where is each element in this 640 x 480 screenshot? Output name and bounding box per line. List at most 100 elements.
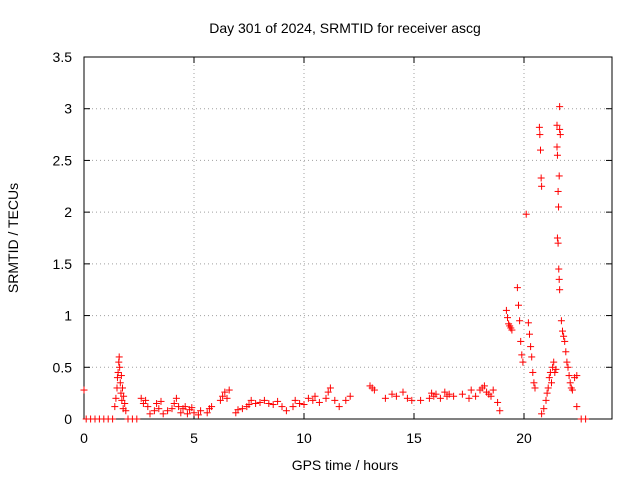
data-point — [155, 405, 163, 413]
y-tick-label: 1 — [64, 308, 72, 324]
data-point — [117, 372, 125, 380]
data-point — [150, 407, 158, 415]
data-point — [234, 406, 242, 414]
data-point — [582, 415, 590, 423]
data-point — [504, 314, 511, 322]
data-point — [536, 131, 544, 139]
data-point — [555, 172, 563, 180]
x-tick-label: 5 — [190, 430, 198, 446]
data-point — [573, 403, 581, 411]
y-tick-label: 3.5 — [53, 49, 73, 65]
data-point — [528, 353, 536, 361]
data-point — [223, 394, 231, 402]
data-point — [133, 415, 141, 423]
data-point — [181, 403, 189, 411]
data-point — [168, 405, 176, 413]
y-tick-label: 3 — [64, 101, 72, 117]
data-point — [535, 123, 543, 131]
data-point — [550, 358, 558, 366]
data-point — [467, 386, 475, 394]
data-point — [326, 384, 334, 392]
data-point — [548, 379, 555, 387]
data-point — [564, 363, 572, 371]
data-point — [252, 399, 260, 407]
data-point — [408, 396, 416, 404]
data-point — [282, 407, 290, 415]
data-point — [562, 348, 570, 356]
data-point — [260, 396, 268, 404]
data-point — [538, 182, 546, 190]
data-point — [331, 396, 339, 404]
data-point — [458, 390, 466, 398]
data-point — [80, 386, 88, 394]
data-point — [188, 404, 196, 412]
data-point — [417, 396, 425, 404]
data-point — [146, 410, 154, 418]
data-point — [274, 397, 282, 405]
data-point — [219, 392, 227, 400]
data-point — [197, 407, 205, 415]
y-axis: 0 0.5 1 1.5 2 2.5 3 3.5 — [53, 49, 612, 427]
data-point — [311, 392, 319, 400]
y-tick-label: 1.5 — [53, 256, 73, 272]
data-points — [80, 103, 590, 423]
data-point — [445, 390, 453, 398]
y-tick-label: 0.5 — [53, 359, 73, 375]
data-point — [559, 327, 566, 335]
data-point — [153, 399, 161, 407]
data-point — [425, 394, 433, 402]
data-point — [291, 396, 299, 404]
data-point — [553, 151, 561, 159]
data-point — [381, 394, 389, 402]
data-point — [529, 368, 537, 376]
data-point — [289, 403, 297, 411]
data-point — [159, 410, 167, 418]
data-point — [172, 394, 180, 402]
data-point — [543, 389, 551, 397]
data-point — [399, 388, 407, 396]
data-point — [556, 131, 564, 139]
data-point — [245, 401, 253, 409]
data-point — [555, 275, 563, 283]
data-point — [190, 409, 198, 417]
data-point — [563, 358, 571, 366]
data-point — [568, 386, 576, 394]
data-point — [508, 326, 516, 334]
data-point — [309, 396, 317, 404]
x-tick-label: 0 — [80, 430, 88, 446]
data-point — [538, 410, 546, 418]
data-point — [121, 399, 129, 407]
x-axis: 0 5 10 15 20 — [80, 57, 532, 446]
data-point — [115, 353, 123, 361]
data-point — [573, 372, 581, 380]
data-point — [256, 398, 264, 406]
data-point — [170, 399, 178, 407]
data-point — [137, 394, 145, 402]
data-point — [553, 234, 561, 242]
data-point — [346, 392, 354, 400]
data-point — [142, 396, 150, 404]
data-point — [203, 409, 211, 417]
data-point — [432, 390, 440, 398]
y-axis-label: SRMTID / TECUs — [5, 183, 21, 293]
data-point — [556, 286, 564, 294]
x-axis-label: GPS time / hours — [292, 457, 399, 473]
data-point — [269, 401, 277, 409]
data-point — [557, 317, 565, 325]
data-point — [554, 239, 562, 247]
data-point — [542, 396, 550, 404]
data-point — [370, 386, 378, 394]
data-point — [208, 403, 216, 411]
data-point — [524, 319, 532, 327]
y-tick-label: 2.5 — [53, 152, 73, 168]
data-point — [304, 394, 312, 402]
data-point — [113, 374, 121, 382]
data-point — [566, 379, 574, 387]
data-point — [194, 411, 202, 419]
data-point — [537, 174, 545, 182]
data-point — [555, 203, 563, 211]
data-point — [516, 317, 524, 325]
data-point — [565, 372, 573, 380]
data-point — [221, 388, 229, 396]
data-point — [553, 121, 561, 129]
